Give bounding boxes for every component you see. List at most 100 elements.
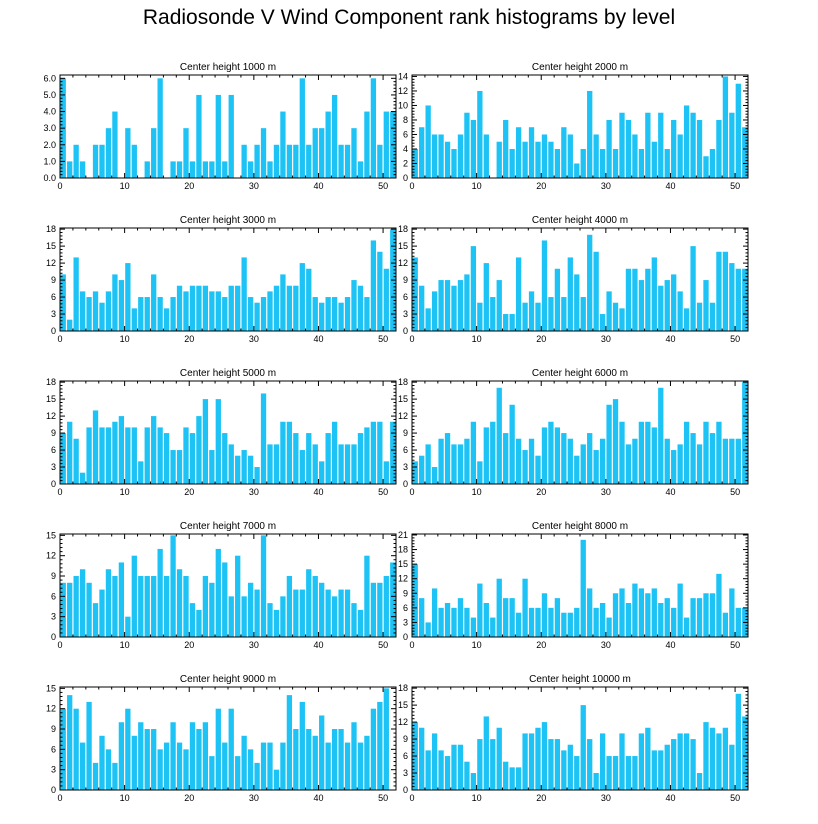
histogram-bar <box>606 119 612 178</box>
histogram-bar <box>370 708 377 790</box>
histogram-bar <box>189 722 196 790</box>
histogram-bar <box>593 251 599 331</box>
x-tick-label: 20 <box>536 640 546 650</box>
histogram-bar <box>286 421 293 484</box>
histogram-bar <box>60 274 66 331</box>
histogram-bar <box>554 598 561 637</box>
histogram-bar <box>189 285 196 331</box>
histogram-bar <box>464 761 470 790</box>
histogram-bar <box>267 742 273 790</box>
histogram-bar <box>593 607 599 637</box>
histogram-bar <box>509 314 515 331</box>
y-tick-label: 6 <box>403 445 408 455</box>
histogram-bar <box>60 582 66 637</box>
histogram-bar <box>357 161 364 178</box>
histogram-bar <box>312 297 318 331</box>
histogram-bar <box>580 444 586 484</box>
histogram-bar <box>209 161 215 178</box>
histogram-bar <box>477 739 483 790</box>
histogram-bar <box>112 762 118 790</box>
histogram-bar <box>638 280 645 331</box>
y-tick-label: 6 <box>403 129 408 139</box>
histogram-bar <box>299 701 305 790</box>
histogram-bar <box>247 582 254 637</box>
histogram-bar <box>444 602 451 637</box>
histogram-bar <box>509 148 515 178</box>
histogram-bar <box>125 616 131 637</box>
histogram-bar <box>157 548 163 637</box>
histogram-bar <box>658 602 664 637</box>
y-tick-label: 0 <box>403 479 408 489</box>
histogram-bar <box>344 444 351 484</box>
histogram-bar <box>364 735 370 790</box>
histogram-bar <box>528 438 535 484</box>
histogram-bar <box>625 119 632 178</box>
x-tick-label: 50 <box>730 334 740 344</box>
histogram-bar <box>377 582 383 637</box>
histogram-bar <box>735 268 741 331</box>
histogram-bar <box>209 756 215 790</box>
histogram-bar <box>567 134 573 178</box>
histogram-bar <box>412 461 418 484</box>
histogram-bar <box>548 297 554 331</box>
histogram-bar <box>632 268 638 331</box>
histogram-bar <box>280 421 286 484</box>
histogram-bar <box>457 598 464 637</box>
x-tick-label: 0 <box>409 487 414 497</box>
panel-title: Center height 8000 m <box>532 521 628 532</box>
histogram-bar <box>412 257 418 331</box>
histogram-bar <box>470 119 477 178</box>
histogram-bar <box>377 144 383 178</box>
histogram-bar <box>580 297 586 331</box>
histogram-bar <box>364 111 370 178</box>
histogram-bar <box>267 444 273 484</box>
histogram-bar <box>235 455 241 484</box>
histogram-bar <box>651 257 657 331</box>
histogram-bar <box>522 141 528 178</box>
y-tick-label: 15 <box>398 241 408 251</box>
histogram-bar <box>677 134 683 178</box>
x-tick-label: 10 <box>120 640 130 650</box>
y-tick-label: 4.0 <box>43 107 56 117</box>
histogram-bar <box>92 410 99 484</box>
histogram-bar <box>606 291 612 331</box>
histogram-bar <box>619 733 625 790</box>
histogram-bar <box>112 421 118 484</box>
histogram-bar <box>742 268 748 331</box>
histogram-bar <box>377 421 383 484</box>
histogram-bar <box>267 603 273 637</box>
y-tick-label: 12 <box>398 86 408 96</box>
histogram-bar <box>645 421 651 484</box>
histogram-bar <box>331 297 338 331</box>
histogram-bar <box>470 773 477 790</box>
y-tick-label: 6 <box>403 751 408 761</box>
histogram-bar <box>344 297 351 331</box>
histogram-bar <box>561 297 567 331</box>
histogram-bar <box>587 234 593 331</box>
histogram-bar <box>112 576 118 637</box>
histogram-bar <box>625 268 632 331</box>
histogram-bar <box>351 280 357 331</box>
histogram-bar <box>651 141 657 178</box>
histogram-bar <box>658 387 664 484</box>
histogram-bar <box>351 603 357 637</box>
histogram-bar <box>92 603 99 637</box>
histogram-bar <box>412 564 418 637</box>
histogram-bar <box>215 708 221 790</box>
histogram-bar <box>722 438 729 484</box>
histogram-bar <box>170 297 176 331</box>
x-tick-label: 50 <box>378 487 388 497</box>
histogram-bar <box>319 582 325 637</box>
histogram-bar <box>209 450 215 484</box>
y-tick-label: 15 <box>46 241 56 251</box>
y-tick-label: 15 <box>46 394 56 404</box>
histogram-bar <box>451 607 457 637</box>
histogram-bar <box>131 555 137 637</box>
histogram-bar <box>431 733 438 790</box>
y-tick-label: 0 <box>51 785 56 795</box>
histogram-bar <box>509 598 515 637</box>
histogram-panel-10: Center height 10000 m 0 10 20 30 40 50 0 3 6 9 12 15… <box>398 674 749 803</box>
histogram-bar <box>170 450 176 484</box>
y-tick-label: 9 <box>51 428 56 438</box>
y-tick-label: 12 <box>398 574 408 584</box>
